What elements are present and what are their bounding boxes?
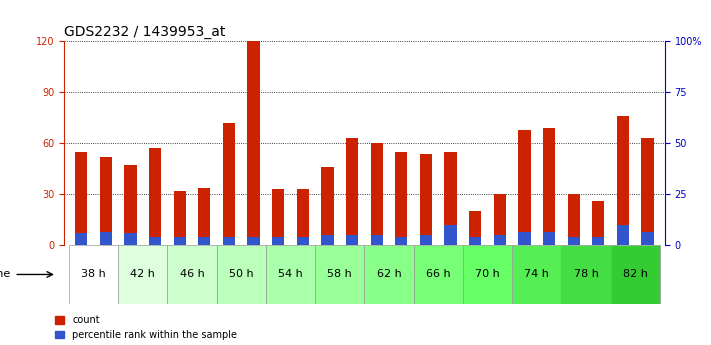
Bar (616, 225, 629, 245)
Bar (365, 245, 414, 304)
Text: 38 h: 38 h (81, 269, 106, 279)
Bar (463, 245, 512, 304)
Bar (173, 237, 186, 245)
Bar (518, 232, 530, 245)
Text: 58 h: 58 h (327, 269, 352, 279)
Bar (469, 237, 481, 245)
Bar (567, 194, 580, 245)
Legend: count, percentile rank within the sample: count, percentile rank within the sample (55, 315, 237, 340)
Bar (567, 237, 580, 245)
Text: 54 h: 54 h (278, 269, 303, 279)
Text: 78 h: 78 h (574, 269, 599, 279)
Bar (419, 235, 432, 245)
Bar (444, 152, 456, 245)
Bar (370, 144, 383, 245)
Text: 46 h: 46 h (180, 269, 204, 279)
Bar (592, 201, 604, 245)
Bar (611, 245, 660, 304)
Bar (444, 225, 456, 245)
Bar (592, 237, 604, 245)
Bar (395, 152, 407, 245)
Bar (272, 189, 284, 245)
Text: 62 h: 62 h (377, 269, 402, 279)
Bar (562, 245, 611, 304)
Bar (641, 232, 653, 245)
Text: GDS2232 / 1439953_at: GDS2232 / 1439953_at (64, 25, 225, 39)
Bar (247, 237, 260, 245)
Bar (223, 237, 235, 245)
Bar (321, 235, 333, 245)
Bar (395, 237, 407, 245)
Bar (469, 211, 481, 245)
Bar (512, 245, 562, 304)
Bar (518, 130, 530, 245)
Bar (272, 237, 284, 245)
Bar (247, 41, 260, 245)
Bar (641, 138, 653, 245)
Bar (149, 148, 161, 245)
Bar (173, 191, 186, 245)
Text: 82 h: 82 h (623, 269, 648, 279)
Text: 50 h: 50 h (229, 269, 254, 279)
Bar (346, 235, 358, 245)
Bar (217, 245, 266, 304)
Text: time: time (0, 269, 11, 279)
Bar (124, 166, 137, 245)
Bar (419, 154, 432, 245)
Text: 70 h: 70 h (475, 269, 500, 279)
Bar (346, 138, 358, 245)
Bar (198, 188, 210, 245)
Bar (543, 128, 555, 245)
Bar (370, 235, 383, 245)
Bar (118, 245, 167, 304)
Bar (296, 237, 309, 245)
Bar (493, 194, 506, 245)
Bar (315, 245, 365, 304)
Bar (321, 167, 333, 245)
Bar (100, 232, 112, 245)
Bar (543, 232, 555, 245)
Text: 74 h: 74 h (524, 269, 549, 279)
Text: 42 h: 42 h (130, 269, 155, 279)
Bar (296, 189, 309, 245)
Bar (149, 237, 161, 245)
Bar (414, 245, 463, 304)
Bar (167, 245, 217, 304)
Bar (75, 152, 87, 245)
Text: 66 h: 66 h (426, 269, 451, 279)
Bar (75, 234, 87, 245)
Bar (266, 245, 315, 304)
Bar (198, 237, 210, 245)
Bar (616, 116, 629, 245)
Bar (493, 235, 506, 245)
Bar (223, 123, 235, 245)
Bar (69, 245, 118, 304)
Bar (124, 234, 137, 245)
Bar (100, 157, 112, 245)
